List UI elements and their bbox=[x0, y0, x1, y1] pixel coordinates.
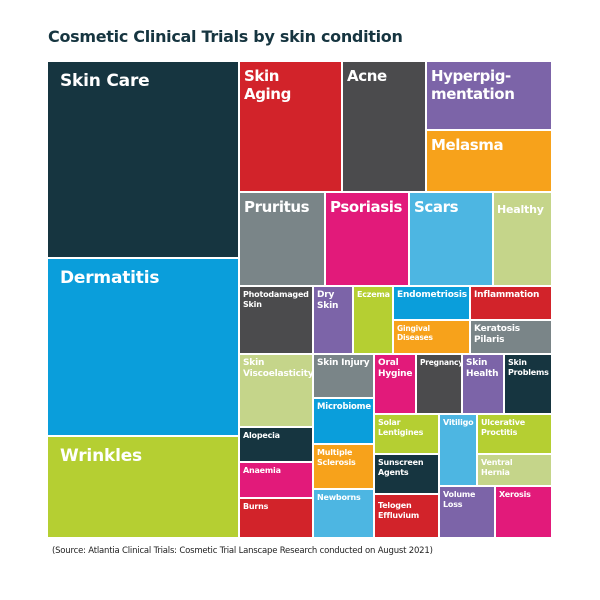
treemap-cell-skin-health: Skin Health bbox=[463, 355, 503, 413]
treemap-cell-scars: Scars bbox=[410, 193, 492, 285]
treemap-cell-vitiligo: Vitiligo bbox=[440, 415, 476, 485]
treemap-cell-xerosis: Xerosis bbox=[496, 487, 551, 537]
treemap-cell-newborns: Newborns bbox=[314, 490, 373, 537]
treemap-cell-solar-lentigines: Solar Lentigines bbox=[375, 415, 438, 453]
treemap-cell-psoriasis: Psoriasis bbox=[326, 193, 408, 285]
treemap-cell-alopecia: Alopecia bbox=[240, 428, 312, 461]
treemap-cell-dry-skin: Dry Skin bbox=[314, 287, 352, 353]
treemap-cell-acne: Acne bbox=[343, 62, 425, 191]
treemap-cell-sunscreen-agents: Sunscreen Agents bbox=[375, 455, 438, 493]
treemap-cell-skin-viscoelasticity: Skin Viscoelasticity bbox=[240, 355, 312, 426]
treemap-cell-inflammation: Inflammation bbox=[471, 287, 551, 319]
source-note: (Source: Atlantia Clinical Trials: Cosme… bbox=[52, 546, 433, 556]
treemap-cell-telogen-effluvium: Telogen Effluvium bbox=[375, 495, 438, 537]
treemap-cell-oral-hygine: Oral Hygine bbox=[375, 355, 415, 413]
treemap-cell-microbiome: Microbiome bbox=[314, 399, 373, 443]
chart-title: Cosmetic Clinical Trials by skin conditi… bbox=[48, 27, 403, 46]
treemap-cell-skin-care: Skin Care bbox=[48, 62, 238, 257]
treemap-cell-pruritus: Pruritus bbox=[240, 193, 324, 285]
treemap-cell-hyperpigmentation: Hyperpig- mentation bbox=[427, 62, 551, 129]
treemap-cell-ventral-hernia: Ventral Hernia bbox=[478, 455, 551, 485]
treemap-cell-wrinkles: Wrinkles bbox=[48, 437, 238, 537]
treemap-cell-healthy: Healthy bbox=[494, 193, 551, 285]
treemap-cell-volume-loss: Volume Loss bbox=[440, 487, 494, 537]
treemap-cell-photodamaged-skin: Photodamaged Skin bbox=[240, 287, 312, 353]
treemap-cell-melasma: Melasma bbox=[427, 131, 551, 191]
treemap-cell-gingival-diseases: Gingival Diseases bbox=[394, 321, 469, 353]
treemap-cell-endometriosis: Endometriosis bbox=[394, 287, 469, 319]
treemap-cell-dermatitis: Dermatitis bbox=[48, 259, 238, 435]
treemap-cell-multiple-sclerosis: Multiple Sclerosis bbox=[314, 445, 373, 488]
treemap-cell-eczema: Eczema bbox=[354, 287, 392, 353]
treemap-cell-skin-injury: Skin Injury bbox=[314, 355, 373, 397]
treemap-cell-ulcerative-proctitis: Ulcerative Proctitis bbox=[478, 415, 551, 453]
treemap-cell-skin-aging: Skin Aging bbox=[240, 62, 341, 191]
treemap-cell-anaemia: Anaemia bbox=[240, 463, 312, 497]
treemap-cell-pregnancy: Pregnancy bbox=[417, 355, 461, 413]
treemap-cell-skin-problems: Skin Problems bbox=[505, 355, 551, 413]
treemap-cell-keratosis-pilaris: Keratosis Pilaris bbox=[471, 321, 551, 353]
treemap-cell-burns: Burns bbox=[240, 499, 312, 537]
